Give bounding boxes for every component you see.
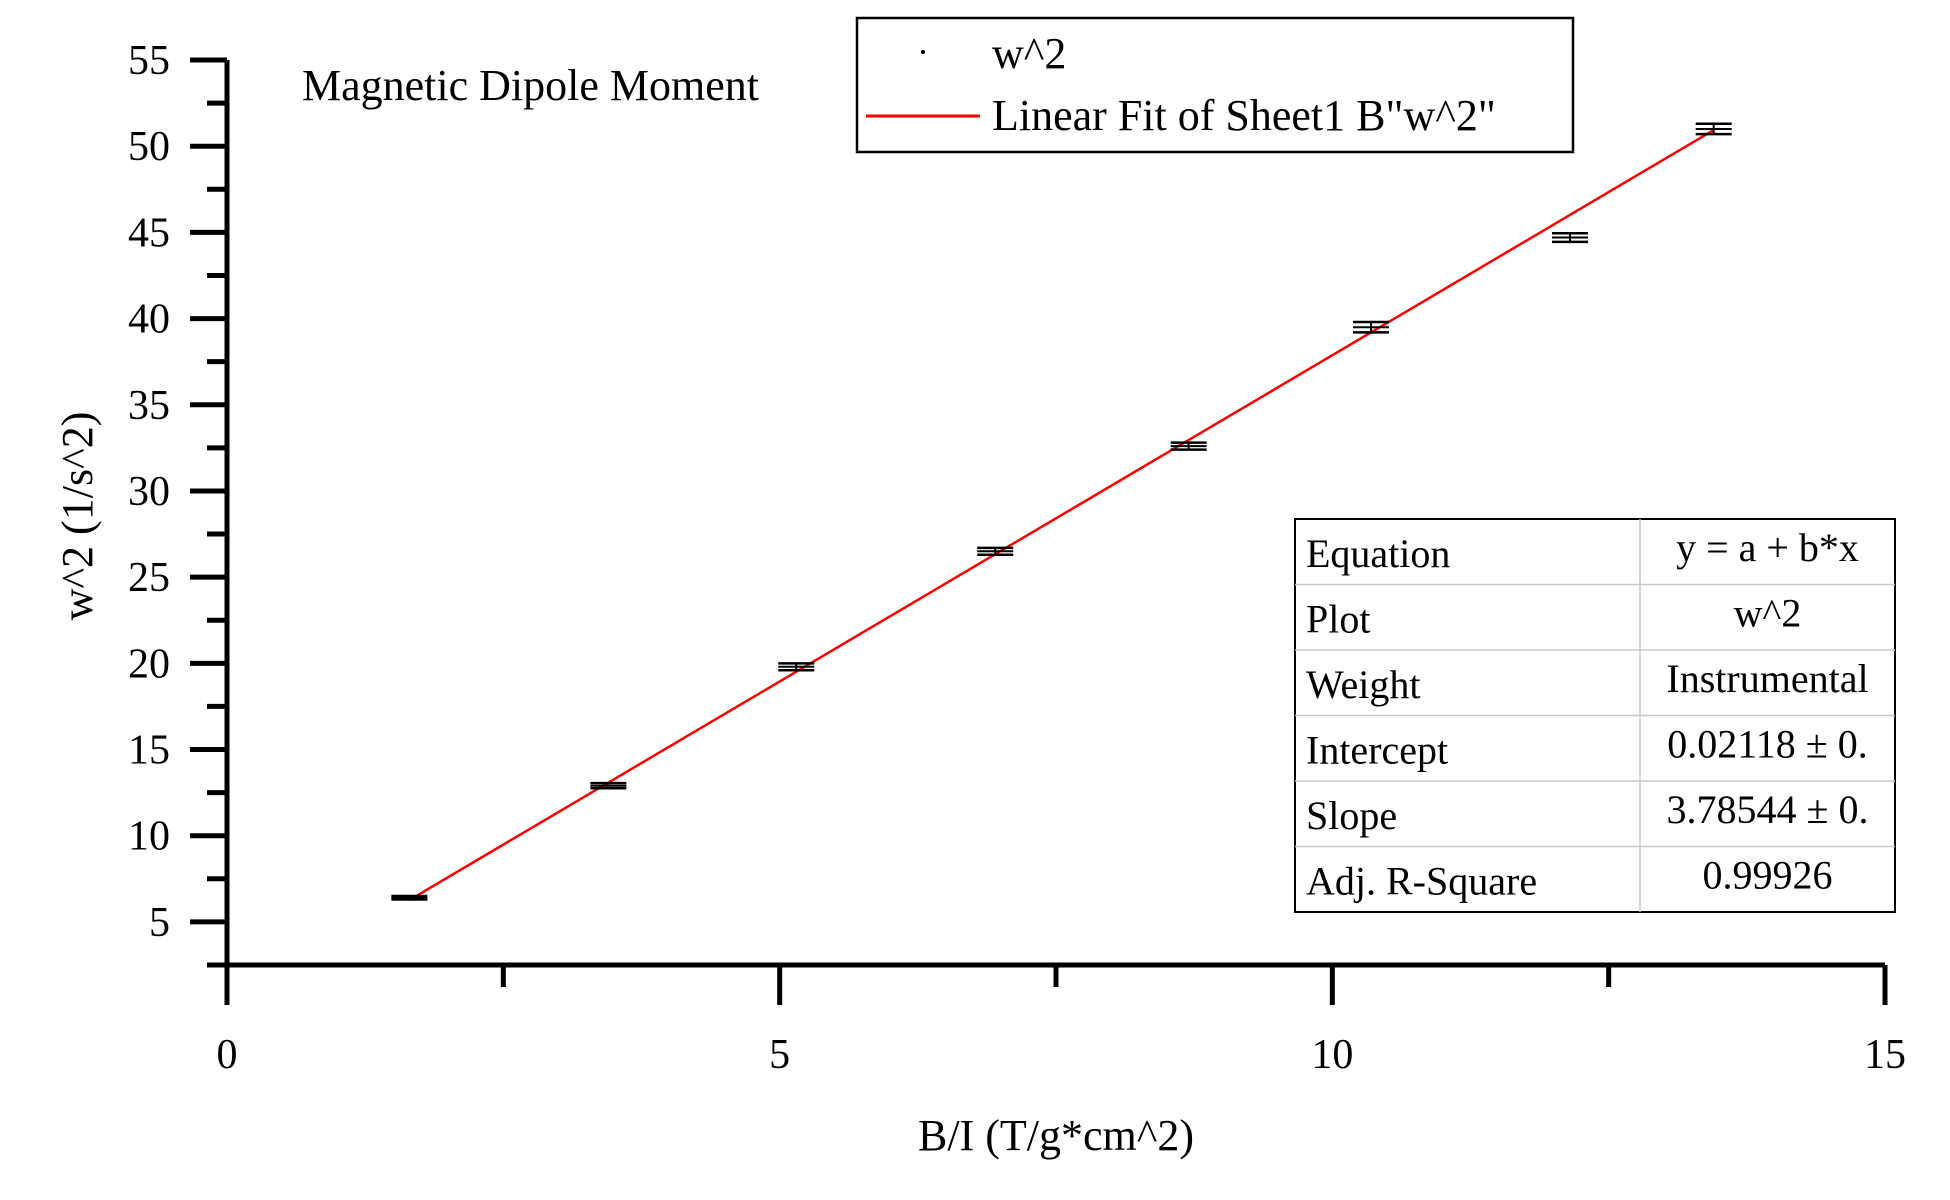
x-tick-label: 5 [769, 1032, 790, 1078]
fit-table-value: 0.02118 ± 0. [1667, 722, 1867, 767]
y-tick-label: 10 [128, 814, 170, 860]
y-tick-label: 35 [128, 383, 170, 429]
y-tick-label: 5 [149, 900, 170, 946]
data-point [1353, 320, 1390, 334]
legend-label-w2: w^2 [992, 29, 1066, 78]
data-point [1170, 441, 1207, 451]
y-tick-label: 40 [128, 297, 170, 343]
x-tick-label: 10 [1311, 1032, 1353, 1078]
legend: w^2 Linear Fit of Sheet1 B"w^2" [855, 16, 1575, 154]
fit-line [408, 128, 1715, 902]
x-tick-label: 15 [1864, 1032, 1906, 1078]
fit-table-label: Intercept [1306, 728, 1448, 773]
data-point [1551, 231, 1588, 244]
data-point [391, 894, 428, 901]
data-point [977, 546, 1014, 556]
data-point [1695, 122, 1732, 136]
fit-table-label: Slope [1306, 793, 1397, 838]
axes: 0 5 10 15 5 10 15 20 25 30 35 40 45 50 55 [128, 38, 1906, 1078]
y-tick-label: 20 [128, 641, 170, 687]
y-tick-label: 55 [128, 38, 170, 84]
data-point [590, 781, 627, 790]
y-tick-label: 15 [128, 728, 170, 774]
x-tick-label: 0 [217, 1032, 238, 1078]
fit-table-label: Plot [1306, 597, 1370, 642]
fit-table-value: w^2 [1734, 591, 1802, 636]
fit-table-label: Weight [1306, 662, 1421, 707]
fit-table-label: Adj. R-Square [1306, 859, 1537, 904]
y-tick-label: 30 [128, 469, 170, 515]
x-axis-title: B/I (T/g*cm^2) [918, 1111, 1194, 1160]
data-point [778, 662, 815, 672]
fit-table-value: 3.78544 ± 0. [1667, 787, 1869, 832]
y-tick-label: 50 [128, 124, 170, 170]
fit-table-value: 0.99926 [1703, 853, 1833, 898]
y-tick-label: 45 [128, 210, 170, 256]
legend-label-fit: Linear Fit of Sheet1 B"w^2" [992, 91, 1496, 140]
y-tick-label: 25 [128, 555, 170, 601]
fit-table-value: y = a + b*x [1676, 525, 1859, 570]
y-axis-title: w^2 (1/s^2) [53, 412, 102, 621]
chart-title: Magnetic Dipole Moment [302, 61, 759, 110]
fit-table-label: Equation [1306, 531, 1450, 576]
legend-box [855, 16, 1575, 154]
fit-table: Equation y = a + b*x Plot w^2 Weight Instrume… [1294, 518, 1896, 913]
fit-table-value: Instrumental [1666, 656, 1868, 701]
data-marks [391, 122, 1732, 902]
legend-marker-w2 [921, 50, 925, 54]
